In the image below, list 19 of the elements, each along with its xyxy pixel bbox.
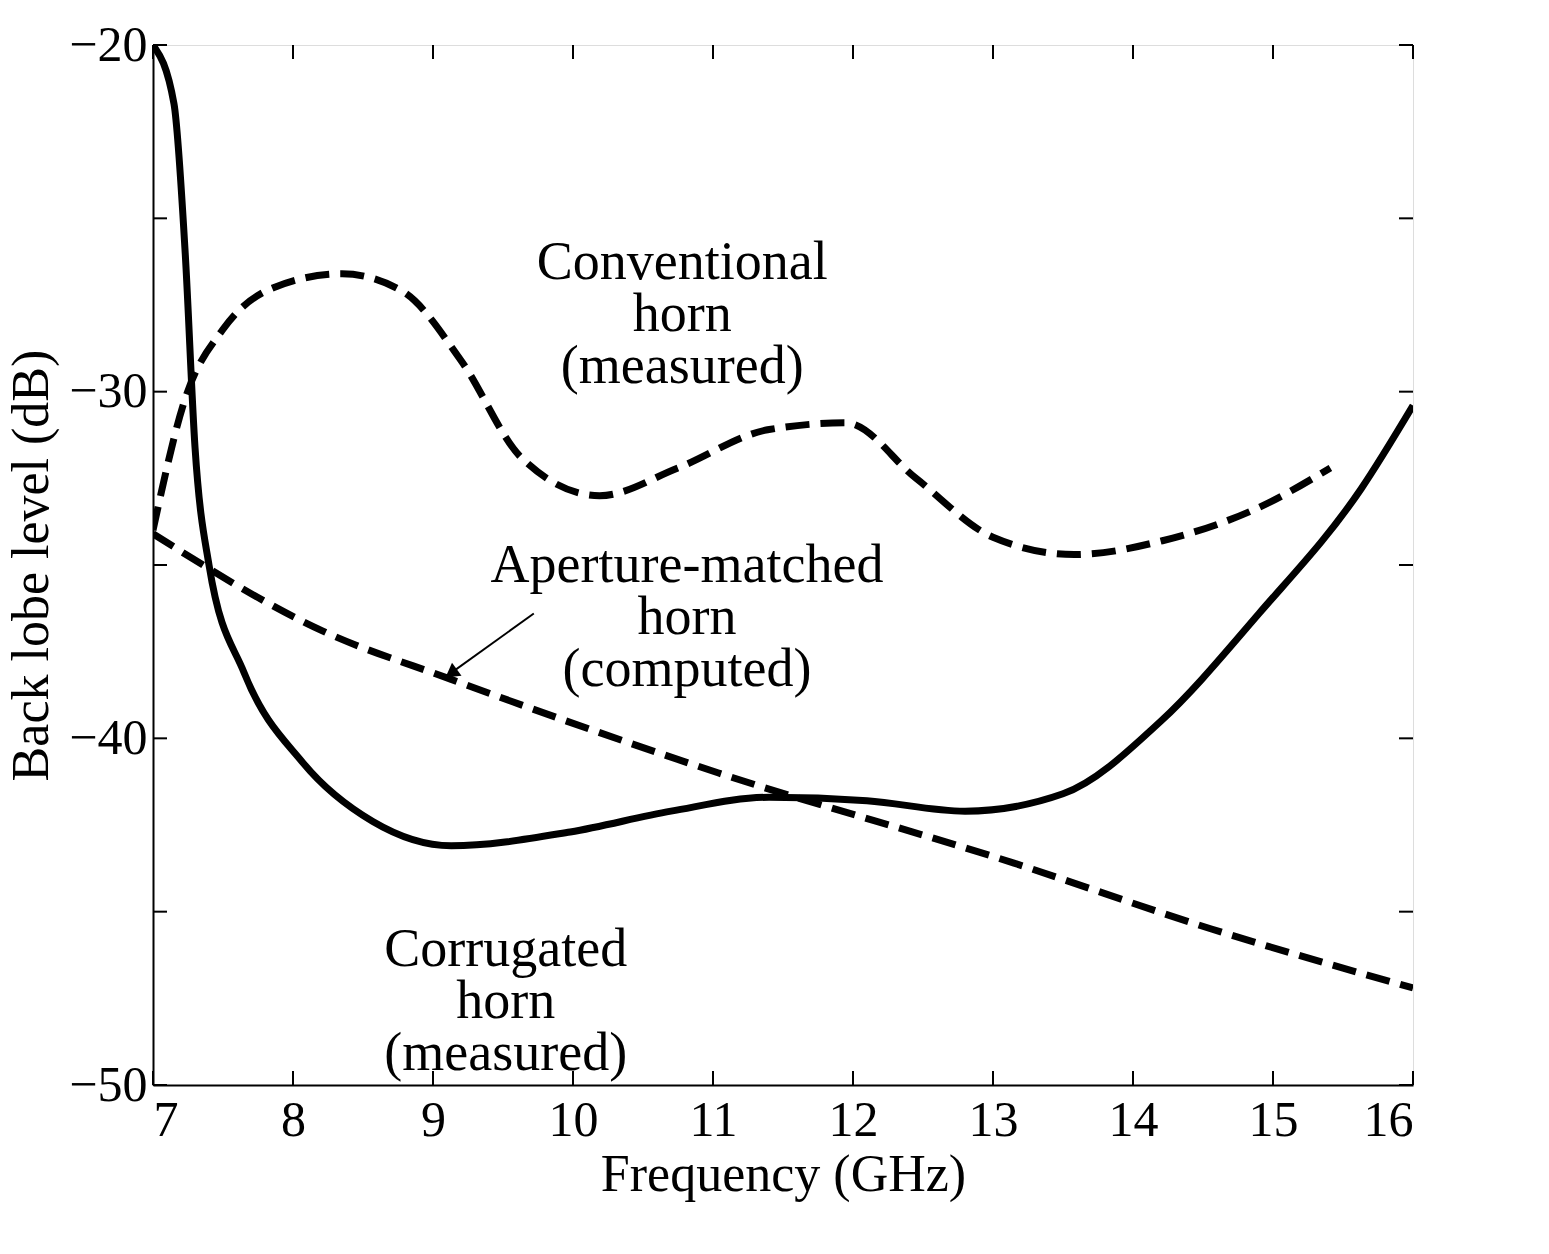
- annotation: Aperture-matched horn (computed): [490, 533, 884, 698]
- x-tick-label: 10: [548, 1090, 599, 1147]
- x-tick-label: 8: [281, 1090, 306, 1147]
- y-tick-label: −50: [69, 1055, 148, 1112]
- x-tick-label: 13: [968, 1090, 1019, 1147]
- y-tick-label: −40: [69, 708, 148, 765]
- x-tick-label: 7: [153, 1090, 179, 1147]
- x-tick-label: 15: [1248, 1090, 1299, 1147]
- x-axis-title: Frequency (GHz): [600, 1144, 967, 1203]
- x-tick-label: 12: [828, 1090, 879, 1147]
- y-axis-title: Back lobe level (dB): [2, 349, 61, 782]
- x-tick-label: 16: [1363, 1090, 1414, 1147]
- x-tick-label: 9: [421, 1090, 446, 1147]
- y-tick-label: −30: [69, 362, 148, 419]
- x-tick-label: 14: [1108, 1090, 1159, 1147]
- y-tick-label: −20: [69, 15, 148, 72]
- x-tick-label: 11: [689, 1090, 738, 1147]
- annotation: Corrugated horn (measured): [384, 917, 628, 1082]
- annotation: Conventional horn (measured): [536, 231, 828, 396]
